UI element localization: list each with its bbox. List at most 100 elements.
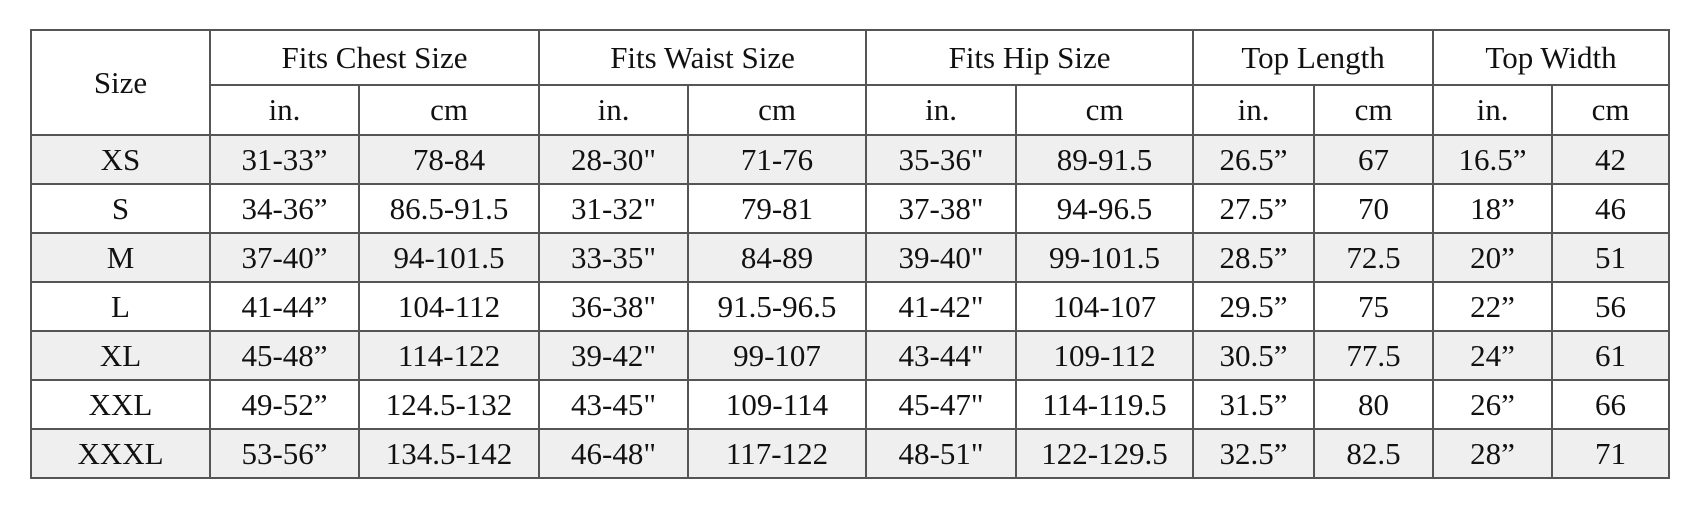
value-cell: 53-56” xyxy=(209,428,360,479)
value-cell: 104-107 xyxy=(1015,281,1195,332)
unit-header: cm xyxy=(687,84,868,136)
unit-header: cm xyxy=(357,84,541,136)
value-cell: 56 xyxy=(1551,281,1671,332)
value-cell: 45-47" xyxy=(865,379,1018,430)
value-cell: 114-122 xyxy=(357,330,541,381)
value-cell: 41-42" xyxy=(865,281,1018,332)
value-cell: 46-48" xyxy=(538,428,690,479)
data-row: M 37-40” 94-101.5 33-35" 84-89 39-40" 99-101.5… xyxy=(30,232,1671,283)
value-cell: 35-36" xyxy=(865,134,1018,185)
value-cell: 61 xyxy=(1551,330,1671,381)
value-cell: 79-81 xyxy=(687,183,868,234)
data-row: XS 31-33” 78-84 28-30" 71-76 35-36" 89-91.5 26.… xyxy=(30,134,1671,185)
value-cell: 122-129.5 xyxy=(1015,428,1195,479)
size-cell: L xyxy=(30,281,211,332)
unit-header: in. xyxy=(209,84,360,136)
unit-row: in. cm in. cm in. cm in. cm in. cm xyxy=(31,84,1671,136)
value-cell: 37-38" xyxy=(865,183,1018,234)
value-cell: 33-35" xyxy=(538,232,690,283)
group-header: Fits Hip Size xyxy=(865,29,1195,86)
value-cell: 42 xyxy=(1551,134,1671,185)
group-header: Fits Waist Size xyxy=(538,29,868,86)
unit-header: in. xyxy=(865,84,1018,136)
group-header: Top Length xyxy=(1192,29,1435,86)
value-cell: 99-107 xyxy=(687,330,868,381)
value-cell: 134.5-142 xyxy=(357,428,541,479)
value-cell: 32.5” xyxy=(1192,428,1316,479)
value-cell: 39-42" xyxy=(538,330,690,381)
value-cell: 117-122 xyxy=(687,428,868,479)
unit-header: in. xyxy=(538,84,690,136)
value-cell: 48-51" xyxy=(865,428,1018,479)
data-row: XXL 49-52” 124.5-132 43-45" 109-114 45-47" 114… xyxy=(30,379,1671,430)
value-cell: 45-48” xyxy=(209,330,360,381)
value-cell: 28-30" xyxy=(538,134,690,185)
size-cell: XXL xyxy=(30,379,211,430)
value-cell: 34-36” xyxy=(209,183,360,234)
value-cell: 86.5-91.5 xyxy=(357,183,541,234)
value-cell: 94-96.5 xyxy=(1015,183,1195,234)
value-cell: 80 xyxy=(1313,379,1435,430)
value-cell: 71-76 xyxy=(687,134,868,185)
value-cell: 114-119.5 xyxy=(1015,379,1195,430)
value-cell: 41-44” xyxy=(209,281,360,332)
value-cell: 82.5 xyxy=(1313,428,1435,479)
value-cell: 89-91.5 xyxy=(1015,134,1195,185)
value-cell: 66 xyxy=(1551,379,1671,430)
value-cell: 104-112 xyxy=(357,281,541,332)
value-cell: 26.5” xyxy=(1192,134,1316,185)
size-table: Size Fits Chest Size Fits Waist Size Fits … xyxy=(30,29,1671,479)
value-cell: 43-45" xyxy=(538,379,690,430)
value-cell: 78-84 xyxy=(357,134,541,185)
value-cell: 27.5” xyxy=(1192,183,1316,234)
value-cell: 28” xyxy=(1432,428,1554,479)
value-cell: 31.5” xyxy=(1192,379,1316,430)
value-cell: 67 xyxy=(1313,134,1435,185)
value-cell: 20” xyxy=(1432,232,1554,283)
value-cell: 71 xyxy=(1551,428,1671,479)
value-cell: 30.5” xyxy=(1192,330,1316,381)
value-cell: 51 xyxy=(1551,232,1671,283)
value-cell: 37-40” xyxy=(209,232,360,283)
header-cell: Size xyxy=(30,29,211,136)
value-cell: 16.5” xyxy=(1432,134,1554,185)
unit-header: cm xyxy=(1313,84,1435,136)
size-cell: XL xyxy=(30,330,211,381)
unit-header: cm xyxy=(1551,84,1671,136)
group-header: Top Width xyxy=(1432,29,1671,86)
data-row: L 41-44” 104-112 36-38" 91.5-96.5 41-42" 104-1… xyxy=(30,281,1671,332)
unit-header: in. xyxy=(1192,84,1316,136)
value-cell: 77.5 xyxy=(1313,330,1435,381)
value-cell: 26” xyxy=(1432,379,1554,430)
size-cell: M xyxy=(30,232,211,283)
value-cell: 28.5” xyxy=(1192,232,1316,283)
unit-header: in. xyxy=(1432,84,1554,136)
header-row: Size Fits Chest Size Fits Waist Size Fits … xyxy=(30,29,1671,136)
value-cell: 72.5 xyxy=(1313,232,1435,283)
value-cell: 94-101.5 xyxy=(357,232,541,283)
value-cell: 109-114 xyxy=(687,379,868,430)
size-cell: S xyxy=(30,183,211,234)
value-cell: 109-112 xyxy=(1015,330,1195,381)
value-cell: 36-38" xyxy=(538,281,690,332)
value-cell: 91.5-96.5 xyxy=(687,281,868,332)
group-header: Fits Chest Size xyxy=(208,29,541,86)
value-cell: 39-40" xyxy=(865,232,1018,283)
value-cell: 31-32" xyxy=(538,183,690,234)
size-cell: XXXL xyxy=(30,428,211,479)
value-cell: 22” xyxy=(1432,281,1554,332)
table-body: XS 31-33” 78-84 28-30" 71-76 35-36" 89-91.5 26.… xyxy=(30,134,1671,479)
value-cell: 18” xyxy=(1432,183,1554,234)
value-cell: 70 xyxy=(1313,183,1435,234)
data-row: XXXL 53-56” 134.5-142 46-48" 117-122 48-51" 12… xyxy=(30,428,1671,479)
value-cell: 31-33” xyxy=(209,134,360,185)
size-cell: XS xyxy=(30,134,211,185)
data-row: XL 45-48” 114-122 39-42" 99-107 43-44" 109-112… xyxy=(30,330,1671,381)
value-cell: 84-89 xyxy=(687,232,868,283)
value-cell: 24” xyxy=(1432,330,1554,381)
value-cell: 75 xyxy=(1313,281,1435,332)
data-row: S 34-36” 86.5-91.5 31-32" 79-81 37-38" 94-96.5… xyxy=(30,183,1671,234)
value-cell: 46 xyxy=(1551,183,1671,234)
value-cell: 49-52” xyxy=(209,379,360,430)
